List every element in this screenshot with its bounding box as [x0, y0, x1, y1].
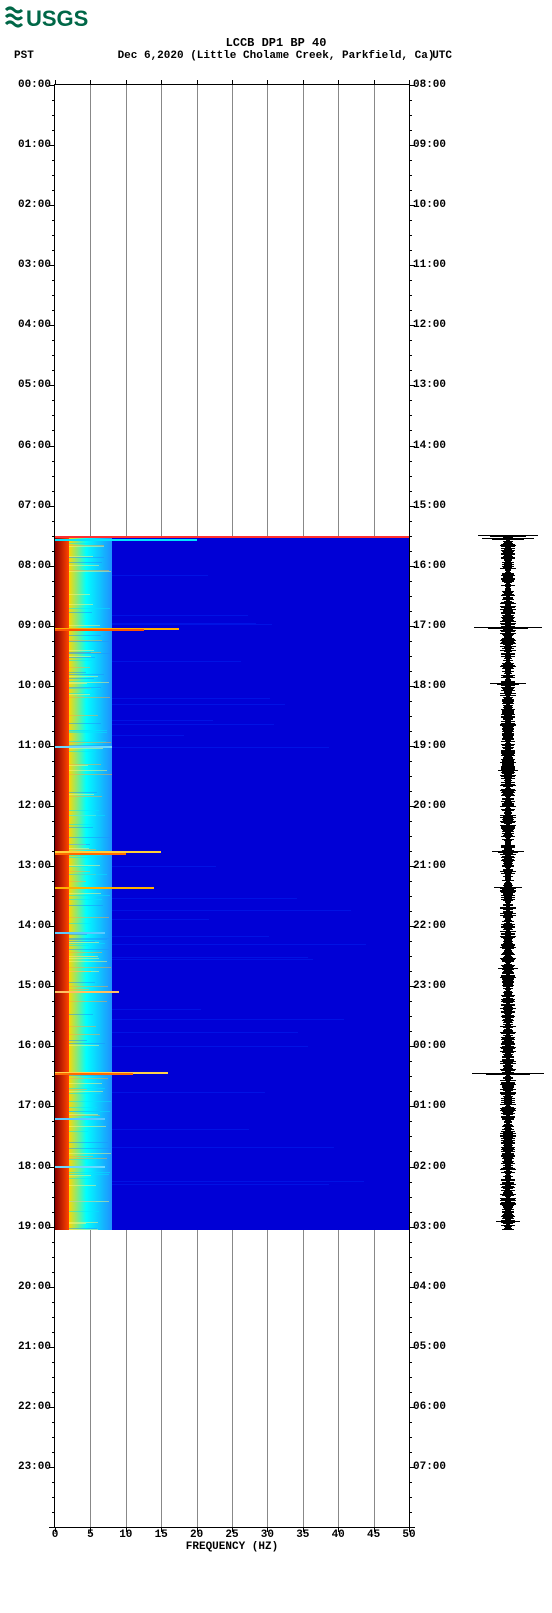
svg-text:USGS: USGS: [26, 6, 88, 30]
chart-title: LCCB DP1 BP 40: [0, 36, 552, 50]
right-time-label: 19:00: [409, 740, 446, 752]
right-time-label: 12:00: [409, 319, 446, 331]
right-time-label: 01:00: [409, 1100, 446, 1112]
left-time-label: 15:00: [18, 980, 55, 992]
right-time-label: 22:00: [409, 920, 446, 932]
left-time-label: 05:00: [18, 379, 55, 391]
left-time-label: 10:00: [18, 680, 55, 692]
left-time-label: 12:00: [18, 800, 55, 812]
page: { "logo": {"text":"USGS","color":"#00674…: [0, 0, 552, 1613]
left-time-label: 06:00: [18, 440, 55, 452]
right-time-label: 13:00: [409, 379, 446, 391]
left-time-label: 09:00: [18, 620, 55, 632]
left-time-label: 02:00: [18, 199, 55, 211]
spectrogram-data: [55, 536, 409, 1230]
x-tick-label: 40: [332, 1527, 345, 1541]
right-time-label: 08:00: [409, 79, 446, 91]
left-time-label: 20:00: [18, 1281, 55, 1293]
left-time-label: 19:00: [18, 1221, 55, 1233]
right-time-label: 23:00: [409, 980, 446, 992]
usgs-logo: USGS: [4, 4, 92, 30]
left-time-label: 22:00: [18, 1401, 55, 1413]
right-time-label: 11:00: [409, 259, 446, 271]
left-time-label: 04:00: [18, 319, 55, 331]
right-time-label: 00:00: [409, 1040, 446, 1052]
right-timezone-label: UTC: [432, 50, 452, 62]
right-time-label: 18:00: [409, 680, 446, 692]
x-tick-label: 0: [52, 1527, 59, 1541]
x-axis-label: FREQUENCY (HZ): [55, 1541, 409, 1553]
left-time-label: 17:00: [18, 1100, 55, 1112]
right-time-label: 16:00: [409, 560, 446, 572]
left-time-label: 23:00: [18, 1461, 55, 1473]
spectrogram-plot: FREQUENCY (HZ) 0510152025303540455000:00…: [54, 84, 410, 1528]
x-tick-label: 20: [190, 1527, 203, 1541]
right-time-label: 20:00: [409, 800, 446, 812]
date-label: Dec 6,2020: [118, 50, 184, 62]
right-time-label: 15:00: [409, 500, 446, 512]
x-tick-label: 45: [367, 1527, 380, 1541]
left-time-label: 08:00: [18, 560, 55, 572]
x-tick-label: 10: [119, 1527, 132, 1541]
right-time-label: 03:00: [409, 1221, 446, 1233]
right-time-label: 10:00: [409, 199, 446, 211]
left-time-label: 11:00: [18, 740, 55, 752]
left-time-label: 16:00: [18, 1040, 55, 1052]
x-tick-label: 35: [296, 1527, 309, 1541]
left-time-label: 21:00: [18, 1341, 55, 1353]
right-time-label: 06:00: [409, 1401, 446, 1413]
right-time-label: 04:00: [409, 1281, 446, 1293]
left-time-label: 13:00: [18, 860, 55, 872]
left-time-label: 07:00: [18, 500, 55, 512]
right-time-label: 02:00: [409, 1161, 446, 1173]
x-tick-label: 5: [87, 1527, 94, 1541]
left-time-label: 18:00: [18, 1161, 55, 1173]
x-tick-label: 30: [261, 1527, 274, 1541]
right-time-label: 17:00: [409, 620, 446, 632]
right-time-label: 21:00: [409, 860, 446, 872]
x-tick-label: 50: [402, 1527, 415, 1541]
left-time-label: 03:00: [18, 259, 55, 271]
seismogram-column: [476, 84, 540, 1528]
station-label: (Little Cholame Creek, Parkfield, Ca): [190, 50, 434, 62]
left-time-label: 01:00: [18, 139, 55, 151]
left-timezone-label: PST: [14, 50, 34, 62]
right-time-label: 07:00: [409, 1461, 446, 1473]
right-time-label: 14:00: [409, 440, 446, 452]
right-time-label: 09:00: [409, 139, 446, 151]
right-time-label: 05:00: [409, 1341, 446, 1353]
left-time-label: 00:00: [18, 79, 55, 91]
left-time-label: 14:00: [18, 920, 55, 932]
chart-subtitle: PST Dec 6,2020 (Little Cholame Creek, Pa…: [0, 50, 552, 62]
x-tick-label: 15: [155, 1527, 168, 1541]
x-tick-label: 25: [225, 1527, 238, 1541]
